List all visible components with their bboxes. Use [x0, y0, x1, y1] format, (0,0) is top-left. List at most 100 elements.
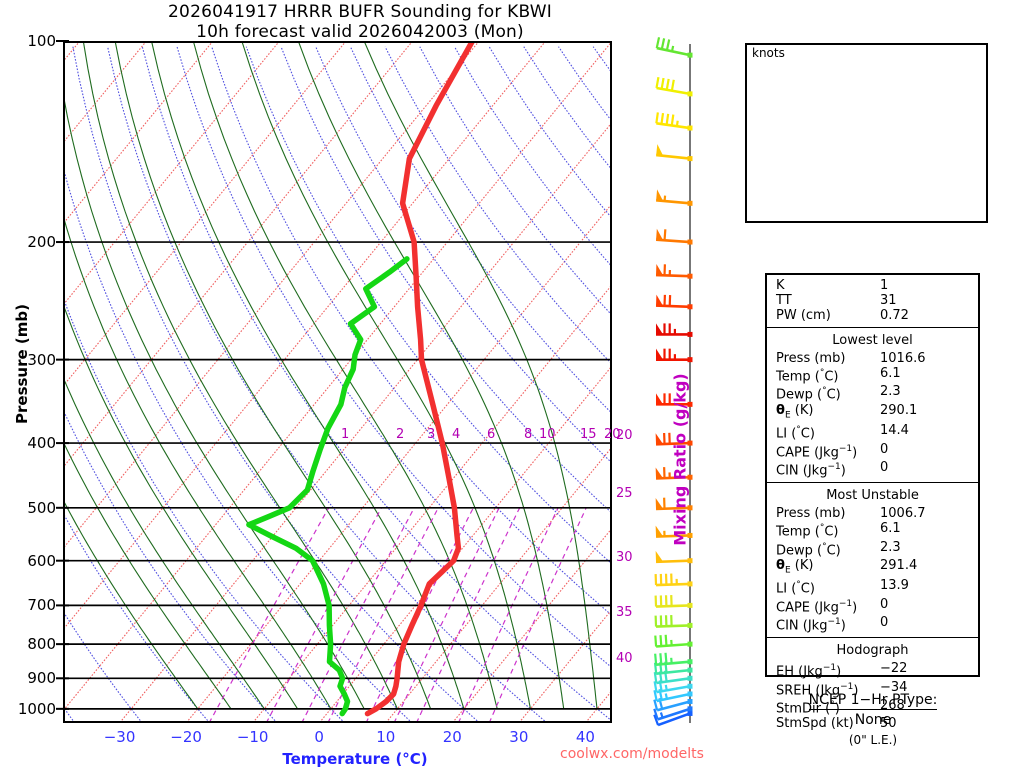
hodo-stat-1-label: SREH (Jkg−1): [776, 681, 859, 699]
hodo-stat-3-label: StmSpd (kt): [776, 716, 854, 732]
most-unstable-0-label: Press (mb): [776, 506, 846, 522]
mixing-right-tick-40: 40: [616, 651, 633, 666]
stat-tt-label: TT: [776, 293, 792, 308]
mixing-line-label-6: 6: [487, 427, 496, 442]
most-unstable-3-label: θE (K): [776, 557, 814, 576]
stats-most-unstable-section: Most Unstable Press (mb) 1006.7 Temp (°C) 6.…: [767, 483, 978, 639]
temperature-tick-0: 0: [314, 728, 324, 746]
stats-hodograph-section: Hodograph EH (Jkg−1) −22 SREH (Jkg−1) −34 Stm…: [767, 638, 978, 735]
pressure-tick-200: 200: [27, 233, 56, 252]
lowest-level-1-label: Temp (°C): [776, 368, 839, 385]
temperature-tick--10: −10: [236, 728, 269, 746]
stats-indices-section: K 1 TT 31 PW (cm) 0.72: [767, 275, 978, 328]
pressure-tick-900: 900: [27, 669, 56, 688]
lowest-level-header: Lowest level: [832, 333, 913, 348]
most-unstable-4-label: LI (°C): [776, 580, 815, 597]
title-line-1: 2026041917 HRRR BUFR Sounding for KBWI: [168, 2, 552, 22]
mixing-line-label-15: 15: [580, 427, 597, 442]
lowest-level-2-value: 2.3: [880, 384, 901, 400]
lowest-level-3-label: θE (K): [776, 402, 814, 421]
temperature-tick-40: 40: [575, 728, 595, 746]
stat-row: Temp (°C) 6.1: [767, 366, 978, 384]
most-unstable-0-value: 1006.7: [880, 506, 926, 522]
mixing-line-label-8: 8: [524, 427, 533, 442]
title-line-2: 10h forecast valid 2026042003 (Mon): [196, 22, 524, 42]
stat-row: CIN (Jkg−1) 0: [767, 460, 978, 478]
mixing-line-label-10: 10: [539, 427, 556, 442]
most-unstable-1-value: 6.1: [880, 521, 901, 537]
mixing-right-tick-30: 30: [616, 550, 633, 565]
ncep-ptype-block: NCEP 1−Hr PType: None (0" L.E.): [738, 690, 1008, 750]
sounding-stats-panel: K 1 TT 31 PW (cm) 0.72 Lowest level Press (mb)…: [765, 273, 980, 731]
lowest-level-4-label: LI (°C): [776, 425, 815, 442]
most-unstable-4-value: 13.9: [880, 578, 909, 594]
mixing-right-tick-35: 35: [616, 605, 633, 620]
lowest-level-3-value: 290.1: [880, 402, 918, 418]
lowest-level-2-label: Dewp (°C): [776, 386, 841, 403]
stat-k-value: 1: [880, 278, 889, 293]
lowest-level-4-value: 14.4: [880, 423, 909, 439]
stat-row: CIN (Jkg−1) 0: [767, 615, 978, 633]
most-unstable-2-value: 2.3: [880, 539, 901, 555]
temperature-tick-30: 30: [509, 728, 529, 746]
most-unstable-6-value: 0: [880, 615, 889, 631]
stat-row: Press (mb) 1006.7: [767, 506, 978, 521]
mixing-right-tick-20: 20: [616, 428, 633, 443]
stats-lowest-level-section: Lowest level Press (mb) 1016.6 Temp (°C) 6.1…: [767, 328, 978, 484]
lowest-level-5-label: CAPE (Jkg−1): [776, 443, 858, 460]
stat-row: LI (°C) 14.4: [767, 423, 978, 441]
chart-title: 2026041917 HRRR BUFR Sounding for KBWI 1…: [0, 2, 720, 42]
temperature-tick--30: −30: [103, 728, 136, 746]
hodo-stat-2-label: StmDir (°): [776, 700, 840, 717]
most-unstable-header: Most Unstable: [826, 488, 919, 504]
stat-pw (cm)-value: 0.72: [880, 308, 909, 323]
pressure-tick-600: 600: [27, 551, 56, 570]
stat-row: SREH (Jkg−1) −34: [767, 680, 978, 698]
stat-row: StmDir (°) 268: [767, 698, 978, 716]
hodo-stat-3-value: 50: [880, 716, 897, 732]
hodograph-units-label: knots: [752, 46, 785, 60]
hodo-stat-2-value: 268: [880, 698, 905, 714]
pressure-tick-1000: 1000: [17, 699, 56, 718]
stat-row: Dewp (°C) 2.3: [767, 540, 978, 558]
mixing-ratio-axis-title: Mixing Ratio (g/kg): [670, 373, 690, 546]
stat-row: PW (cm) 0.72: [767, 308, 978, 323]
lowest-level-6-value: 0: [880, 459, 889, 475]
pressure-tick-300: 300: [27, 350, 56, 369]
skewt-plot-frame: [63, 41, 612, 723]
pressure-tick-100: 100: [27, 32, 56, 50]
most-unstable-6-label: CIN (Jkg−1): [776, 617, 846, 634]
ptype-value: None: [854, 712, 892, 728]
stat-pw (cm)-label: PW (cm): [776, 308, 831, 323]
mixing-right-tick-25: 25: [616, 486, 633, 501]
hodo-stat-0-label: EH (Jkg−1): [776, 663, 842, 680]
mixing-line-label-1: 1: [341, 427, 350, 442]
mixing-line-label-3: 3: [427, 427, 436, 442]
mixing-line-label-20: 20: [604, 427, 621, 442]
lowest-level-0-label: Press (mb): [776, 351, 846, 366]
mixing-line-label-4: 4: [452, 427, 461, 442]
hodo-stat-0-value: −22: [880, 661, 908, 677]
most-unstable-5-label: CAPE (Jkg−1): [776, 598, 858, 616]
stat-row: Dewp (°C) 2.3: [767, 384, 978, 402]
stat-row: θE (K) 291.4: [767, 558, 978, 579]
mixing-line-label-2: 2: [396, 427, 405, 442]
hodo-stat-1-value: −34: [880, 679, 908, 695]
pressure-tick-400: 400: [27, 434, 56, 453]
stat-tt-value: 31: [880, 293, 897, 308]
pressure-tick-500: 500: [27, 498, 56, 517]
ptype-liquid-equivalent: (0" L.E.): [848, 733, 898, 747]
most-unstable-3-value: 291.4: [880, 557, 918, 573]
most-unstable-5-value: 0: [880, 596, 889, 612]
temperature-axis-title: Temperature (°C): [282, 750, 428, 768]
temperature-tick-20: 20: [442, 728, 462, 746]
stat-row: TT 31: [767, 293, 978, 308]
lowest-level-0-value: 1016.6: [880, 351, 926, 366]
stat-k-label: K: [776, 278, 785, 293]
temperature-tick-10: 10: [376, 728, 396, 746]
stat-row: θE (K) 290.1: [767, 403, 978, 424]
pressure-tick-800: 800: [27, 635, 56, 654]
stat-row: CAPE (Jkg−1) 0: [767, 442, 978, 460]
